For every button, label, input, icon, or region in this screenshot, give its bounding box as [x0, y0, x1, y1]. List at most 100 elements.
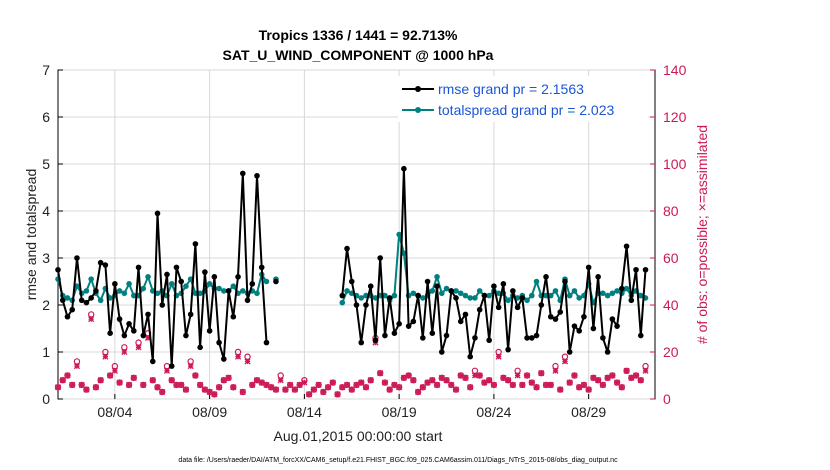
obs-assimilated-point	[580, 381, 587, 388]
rmse-point	[552, 316, 559, 322]
obs-assimilated-point	[419, 384, 426, 391]
rmse-point	[377, 255, 383, 261]
rmse-point	[538, 302, 545, 308]
rmse-point	[64, 313, 71, 320]
totalspread-point	[239, 288, 246, 294]
rmse-point	[202, 269, 208, 275]
rmse-point	[178, 278, 184, 285]
rmse-point	[543, 274, 549, 280]
obs-assimilated-point	[637, 377, 644, 384]
rmse-point	[595, 274, 601, 280]
rmse-point	[633, 266, 639, 273]
rmse-point	[514, 304, 521, 311]
y-axis-label: rmse and totalspread	[23, 169, 39, 301]
rmse-point	[590, 325, 597, 332]
totalspread-point	[614, 288, 620, 294]
rmse-point	[263, 339, 270, 346]
rmse-point	[78, 297, 85, 304]
rmse-point	[97, 259, 104, 266]
obs-assimilated-point	[182, 386, 189, 393]
obs-assimilated-point	[206, 388, 213, 396]
rmse-point	[102, 262, 109, 268]
totalspread-point	[339, 299, 346, 306]
obs-assimilated-point	[396, 384, 403, 391]
rmse-point	[235, 274, 241, 280]
rmse-point	[159, 302, 166, 308]
rmse-point	[566, 349, 573, 355]
totalspread-point	[168, 281, 175, 287]
rmse-point	[429, 330, 436, 337]
rmse-point	[448, 288, 455, 294]
obs-assimilated-point	[538, 370, 545, 377]
obs-assimilated-point	[282, 386, 289, 393]
obs-assimilated-point	[121, 348, 128, 356]
obs-assimilated-point	[325, 384, 332, 391]
rmse-point	[353, 302, 360, 308]
y-tick-label: 1	[42, 344, 50, 360]
totalspread-point	[457, 290, 464, 297]
totalspread-point	[88, 276, 94, 282]
rmse-point	[642, 266, 649, 273]
rmse-point	[211, 274, 218, 280]
rmse-point	[505, 346, 511, 353]
obs-assimilated-point	[69, 381, 76, 388]
y-tick-label: 3	[42, 250, 50, 266]
rmse-point	[443, 332, 450, 339]
totalspread-point	[571, 288, 578, 294]
totalspread-point	[438, 290, 445, 297]
obs-assimilated-point	[73, 363, 81, 370]
obs-assimilated-point	[320, 388, 327, 396]
rmse-point	[529, 335, 535, 341]
x-tick-label: 08/14	[287, 404, 322, 420]
obs-assimilated-point	[448, 381, 455, 388]
rmse-point	[481, 292, 488, 299]
rmse-point	[69, 306, 76, 313]
legend-marker-rmse	[415, 86, 421, 92]
obs-assimilated-point	[102, 353, 109, 360]
obs-assimilated-point	[381, 379, 388, 386]
obs-assimilated-point	[197, 381, 204, 388]
y2-tick-label: 60	[663, 250, 679, 266]
rmse-point	[420, 335, 426, 341]
obs-assimilated-point	[154, 384, 161, 391]
rmse-point	[367, 283, 374, 290]
rmse-point	[145, 311, 151, 318]
obs-assimilated-point	[424, 379, 431, 386]
obs-assimilated-point	[126, 381, 133, 388]
rmse-point	[486, 337, 492, 344]
obs-assimilated-point	[429, 377, 436, 384]
obs-assimilated-point	[168, 377, 175, 384]
rmse-point	[254, 172, 260, 179]
obs-assimilated-point	[524, 372, 531, 379]
obs-assimilated-point	[268, 384, 275, 391]
rmse-point	[401, 165, 407, 172]
totalspread-point	[344, 288, 350, 294]
data-file-footnote: data file: /Users/raeder/DAI/ATM_forcXX/…	[178, 457, 618, 464]
obs-assimilated-point	[490, 381, 497, 388]
totalspread-point	[154, 290, 161, 297]
obs-assimilated-point	[78, 381, 85, 388]
totalspread-point	[121, 290, 128, 297]
y2-tick-label: 40	[663, 297, 679, 313]
y2-tick-label: 20	[663, 344, 679, 360]
obs-assimilated-point	[59, 377, 66, 384]
rmse-point	[600, 335, 606, 341]
obs-assimilated-point	[296, 381, 303, 388]
obs-assimilated-point	[211, 391, 218, 398]
y-tick-label: 0	[42, 391, 50, 407]
obs-assimilated-point	[135, 344, 142, 351]
obs-assimilated-point	[471, 372, 479, 379]
totalspread-point	[566, 292, 573, 299]
totalspread-point	[410, 290, 417, 297]
totalspread-point	[429, 288, 436, 294]
totalspread-point	[576, 295, 582, 301]
obs-assimilated-point	[140, 381, 147, 388]
totalspread-point	[197, 290, 203, 297]
obs-assimilated-point	[557, 386, 564, 393]
obs-assimilated-point	[149, 377, 156, 384]
y-tick-label: 2	[42, 297, 50, 313]
rmse-point	[168, 363, 175, 369]
rmse-point	[93, 288, 99, 294]
totalspread-point	[623, 285, 630, 292]
